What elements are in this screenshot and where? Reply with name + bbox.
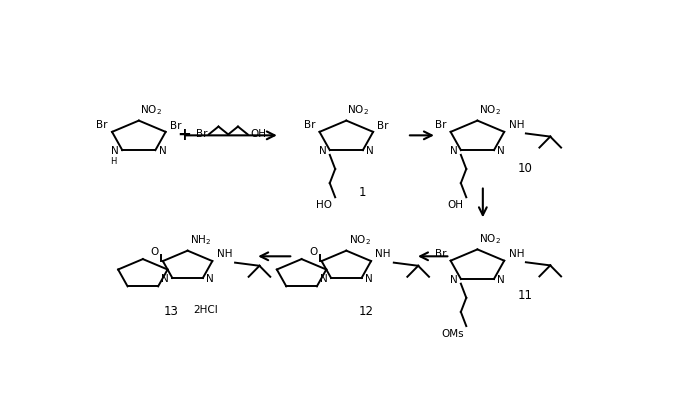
Text: N: N (161, 273, 169, 284)
Text: 10: 10 (518, 162, 533, 175)
Text: N: N (450, 146, 458, 156)
Text: 1: 1 (359, 186, 366, 199)
Text: NO$_2$: NO$_2$ (349, 233, 371, 247)
Text: N: N (497, 146, 505, 156)
Text: H: H (110, 157, 117, 166)
Text: N: N (159, 146, 166, 156)
Text: Br: Br (170, 121, 182, 131)
Text: N: N (365, 273, 373, 284)
Text: N: N (111, 146, 119, 156)
Text: HO: HO (317, 200, 333, 211)
Text: 11: 11 (518, 289, 533, 302)
Text: 2HCl: 2HCl (193, 305, 218, 315)
Text: N: N (319, 146, 326, 156)
Text: N: N (366, 146, 374, 156)
Text: OH: OH (250, 129, 266, 140)
Text: 13: 13 (163, 305, 178, 318)
Text: Br: Br (303, 120, 315, 130)
Text: NO$_2$: NO$_2$ (347, 103, 369, 117)
Text: N: N (320, 273, 328, 284)
Text: +: + (177, 126, 191, 144)
Text: NH: NH (509, 120, 524, 130)
Text: O: O (150, 247, 159, 257)
Text: O: O (309, 247, 317, 257)
Text: N: N (497, 275, 505, 284)
Text: OH: OH (447, 200, 463, 211)
Text: NO$_2$: NO$_2$ (479, 103, 500, 117)
Text: Br: Br (377, 121, 389, 131)
Text: Br: Br (435, 249, 446, 259)
Text: NO$_2$: NO$_2$ (479, 232, 500, 246)
Text: N: N (450, 275, 458, 284)
Text: NH$_2$: NH$_2$ (190, 233, 211, 247)
Text: N: N (206, 273, 214, 284)
Text: 12: 12 (359, 305, 373, 318)
Text: Br: Br (435, 120, 446, 130)
Text: NH: NH (375, 250, 391, 259)
Text: OMs: OMs (441, 329, 463, 339)
Text: NH: NH (217, 250, 232, 259)
Text: NO$_2$: NO$_2$ (140, 103, 161, 117)
Text: NH: NH (509, 249, 524, 259)
Text: Br: Br (196, 129, 207, 140)
Text: Br: Br (96, 120, 108, 130)
